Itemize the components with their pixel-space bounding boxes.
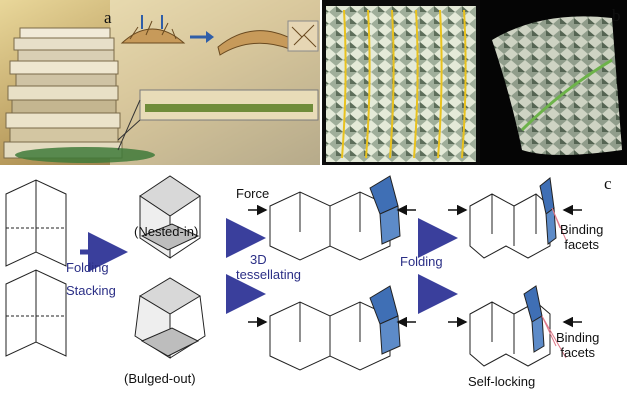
binding-facets-bottom-label: Binding facets [556,330,599,360]
force-label: Force [236,186,270,201]
panel-label-b: b [612,6,621,25]
tessellating-3d-word: 3D [250,252,267,267]
binding-word-bottom: Binding [556,330,600,345]
panel-b-photo: b [322,0,627,165]
nested-in-label: (Nested-in) [134,224,199,239]
tessellating-label: 3D tessellating [236,252,301,282]
tessellating-word: tessellating [236,267,302,282]
origami-tube-photos [322,0,627,165]
stacking-word: Stacking [66,283,116,298]
stacked-books-photo [0,0,320,165]
panel-a-photo: a [0,0,320,165]
panel-c-diagram: c Folding Stacking (Nested-in) (Bulged-o… [0,166,627,396]
facets-word-top: facets [564,237,600,252]
self-locking-label: Self-locking [468,374,536,389]
folding-word: Folding [66,260,109,275]
origami-schematic [5,175,582,371]
panel-label-c: c [604,174,612,193]
binding-facets-top-label: Binding facets [560,222,603,252]
panel-label-a: a [104,8,112,27]
facets-word-bottom: facets [560,345,596,360]
folding-label: Folding [400,254,443,269]
bulged-out-label: (Bulged-out) [124,371,196,386]
folding-stacking-label: Folding Stacking [66,260,116,298]
binding-word-top: Binding [560,222,604,237]
